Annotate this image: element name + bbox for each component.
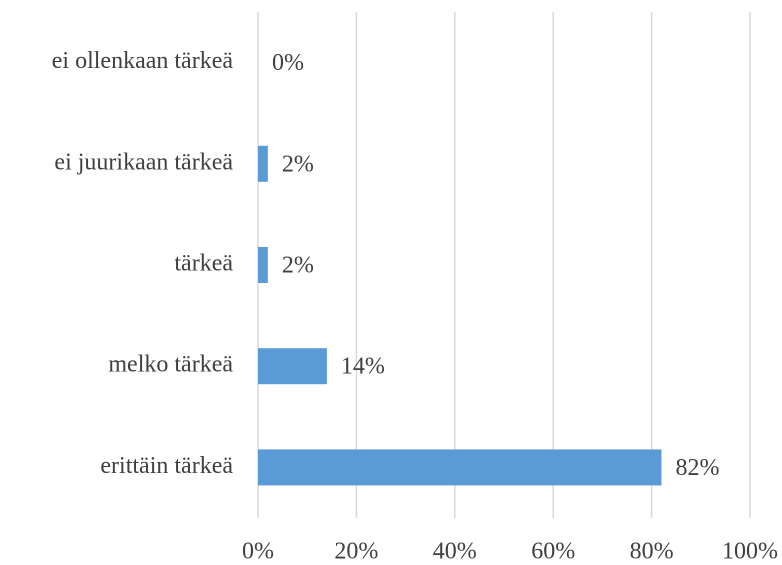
- x-tick-label: 80%: [630, 539, 674, 565]
- data-label: 0%: [272, 50, 304, 76]
- x-tick-label: 100%: [722, 539, 778, 565]
- data-label: 2%: [282, 151, 314, 177]
- y-tick-label: erittäin tärkeä: [100, 453, 233, 479]
- data-label: 2%: [282, 253, 314, 279]
- y-tick-label: melko tärkeä: [108, 352, 233, 378]
- data-label: 14%: [341, 354, 385, 380]
- x-tick-label: 20%: [334, 539, 378, 565]
- y-tick-label: ei ollenkaan tärkeä: [52, 48, 234, 74]
- bar: [258, 348, 327, 385]
- data-label: 82%: [675, 455, 719, 481]
- bar: [258, 145, 268, 182]
- y-tick-label: ei juurikaan tärkeä: [54, 149, 233, 175]
- x-tick-label: 40%: [433, 539, 477, 565]
- y-tick-label: tärkeä: [174, 251, 233, 277]
- bar: [258, 449, 662, 486]
- x-tick-label: 0%: [242, 539, 274, 565]
- x-tick-label: 60%: [531, 539, 575, 565]
- bar: [258, 247, 268, 283]
